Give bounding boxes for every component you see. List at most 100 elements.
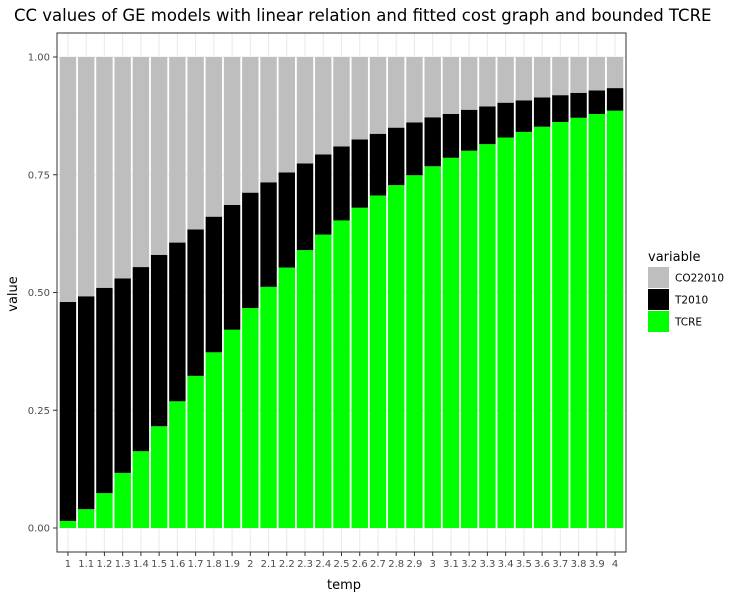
- bar-co22010-1.5: [150, 57, 168, 255]
- bar-tcre-2.4: [315, 234, 332, 528]
- bar-tcre-3.9: [588, 113, 606, 528]
- bar-t2010-3.6: [533, 97, 551, 127]
- y-tick-label: 0.00: [28, 524, 50, 535]
- bar-t2010-3.1: [442, 113, 460, 158]
- x-tick-label: 3.5: [516, 559, 532, 570]
- x-tick-label: 2.7: [370, 559, 386, 570]
- legend-key-tcre: [648, 311, 669, 332]
- x-tick-label: 1.5: [151, 559, 167, 570]
- bar-tcre-3.3: [479, 144, 496, 528]
- bar-tcre-1: [59, 520, 77, 528]
- bar-tcre-3.1: [442, 157, 460, 528]
- bar-tcre-1.3: [114, 472, 131, 528]
- bar-co22010-3.6: [533, 57, 551, 98]
- bar-tcre-1.4: [132, 451, 150, 528]
- bar-co22010-2: [242, 57, 259, 193]
- bar-t2010-1.4: [132, 267, 150, 452]
- bars-layer: [59, 57, 624, 529]
- legend-label-t2010: T2010: [674, 295, 708, 307]
- bar-t2010-3: [424, 117, 441, 167]
- bar-t2010-2.4: [315, 154, 332, 235]
- bar-co22010-3.8: [570, 57, 587, 93]
- bar-tcre-3.8: [570, 117, 587, 528]
- bar-t2010-2.9: [406, 122, 423, 176]
- x-tick-label: 1.4: [133, 559, 149, 570]
- legend-key-t2010: [648, 289, 669, 310]
- bar-t2010-1.6: [169, 242, 186, 402]
- bar-tcre-2.9: [406, 175, 423, 528]
- bar-t2010-1.5: [150, 254, 168, 427]
- x-tick-label: 1.9: [224, 559, 240, 570]
- x-tick-label: 3.1: [443, 559, 459, 570]
- bar-co22010-3.1: [442, 57, 460, 114]
- bar-co22010-3: [424, 57, 441, 118]
- bar-t2010-2.7: [369, 133, 387, 196]
- bar-tcre-3.5: [515, 131, 533, 528]
- bar-tcre-1.8: [205, 352, 223, 528]
- bar-co22010-3.7: [552, 57, 569, 96]
- bar-tcre-2.2: [278, 267, 295, 528]
- y-axis-title: value: [6, 276, 21, 312]
- x-tick-label: 2.1: [261, 559, 277, 570]
- bar-t2010-1: [59, 301, 77, 521]
- y-tick-label: 0.50: [28, 288, 50, 299]
- x-tick-label: 1.1: [78, 559, 94, 570]
- bar-tcre-1.7: [187, 375, 204, 528]
- bar-co22010-1.6: [169, 57, 186, 243]
- x-tick-label: 3.3: [479, 559, 495, 570]
- bar-tcre-2.5: [333, 220, 350, 528]
- bar-t2010-2.8: [388, 127, 405, 186]
- bar-co22010-1.8: [205, 57, 223, 217]
- bar-tcre-3.6: [533, 126, 551, 528]
- bar-t2010-3.2: [460, 109, 478, 151]
- x-tick-label: 1.7: [188, 559, 204, 570]
- bar-co22010-1.1: [77, 57, 95, 297]
- bar-co22010-1.4: [132, 57, 150, 268]
- x-tick-label: 2.5: [334, 559, 350, 570]
- bar-t2010-3.8: [570, 92, 587, 118]
- bar-t2010-1.3: [114, 278, 131, 473]
- bar-tcre-2: [242, 308, 259, 528]
- bar-tcre-2.8: [388, 185, 405, 528]
- bar-tcre-4: [606, 110, 624, 528]
- bar-co22010-3.3: [479, 57, 496, 107]
- x-tick-label: 4: [612, 559, 618, 570]
- bar-co22010-2.5: [333, 57, 350, 147]
- bar-tcre-3.4: [497, 137, 514, 528]
- bar-tcre-1.5: [150, 426, 168, 528]
- y-axis: 0.00 0.25 0.50 0.75 1.00: [28, 53, 57, 535]
- bar-co22010-4: [606, 57, 624, 89]
- legend-label-tcre: TCRE: [674, 317, 702, 329]
- bar-tcre-3: [424, 166, 441, 528]
- chart-title: CC values of GE models with linear relat…: [14, 6, 711, 25]
- legend-label-co22010: CO22010: [675, 273, 724, 285]
- bar-t2010-3.3: [479, 106, 496, 145]
- x-tick-label: 3.7: [552, 559, 568, 570]
- x-tick-label: 2.9: [406, 559, 422, 570]
- bar-t2010-3.7: [552, 95, 569, 122]
- bar-co22010-2.6: [351, 57, 368, 140]
- bar-t2010-1.7: [187, 229, 204, 376]
- legend-key-co22010: [648, 267, 669, 288]
- x-tick-label: 3.2: [461, 559, 477, 570]
- x-tick-label: 2.2: [279, 559, 295, 570]
- x-tick-label: 3.8: [571, 559, 587, 570]
- bar-t2010-3.5: [515, 100, 533, 132]
- bar-t2010-2.3: [296, 163, 314, 251]
- bar-t2010-2.5: [333, 146, 350, 221]
- bar-tcre-2.6: [351, 207, 368, 528]
- x-axis-title: temp: [327, 578, 361, 593]
- y-tick-label: 0.25: [28, 406, 50, 417]
- bar-tcre-1.9: [223, 329, 241, 528]
- bar-co22010-2.4: [315, 57, 332, 155]
- bar-t2010-3.9: [588, 90, 606, 114]
- x-tick-label: 2.3: [297, 559, 313, 570]
- bar-tcre-2.3: [296, 250, 314, 529]
- bar-t2010-1.9: [223, 204, 241, 330]
- legend-title: variable: [648, 250, 700, 265]
- bar-t2010-1.1: [77, 296, 95, 510]
- bar-co22010-3.4: [497, 57, 514, 103]
- x-tick-label: 2.4: [315, 559, 331, 570]
- x-tick-label: 3: [429, 559, 435, 570]
